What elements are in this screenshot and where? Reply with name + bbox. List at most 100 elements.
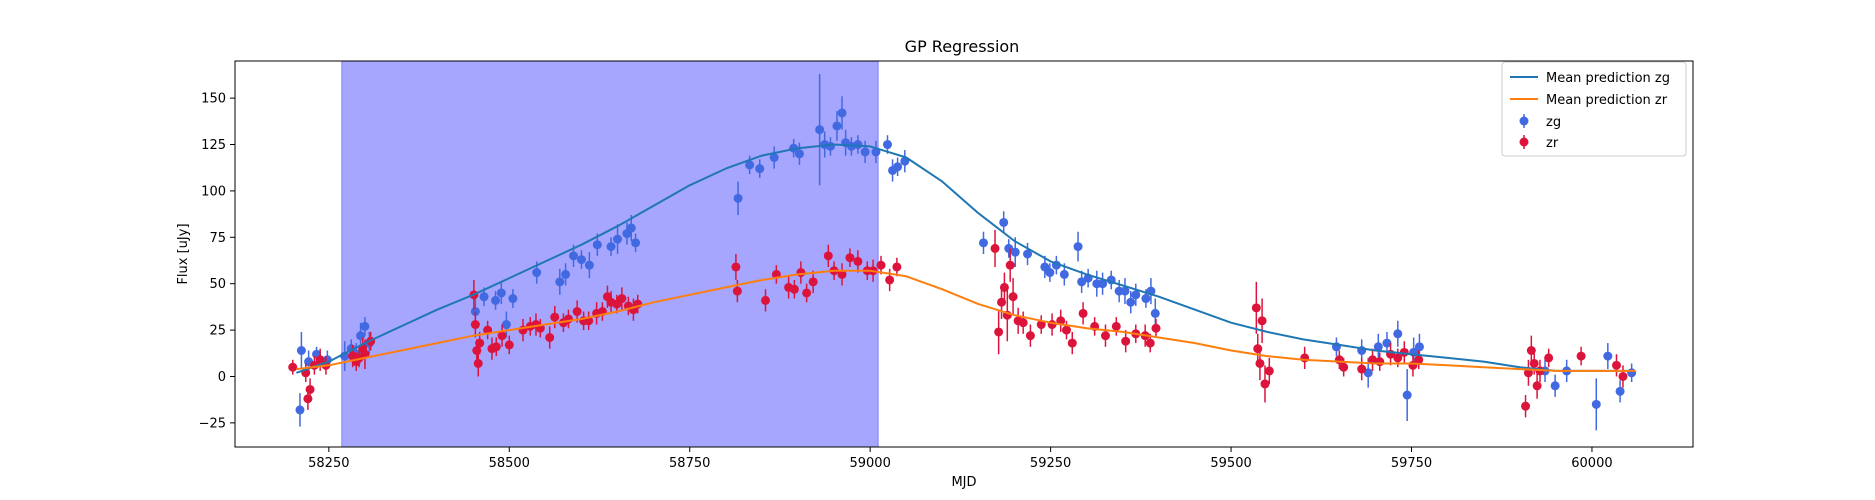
- data-point: [550, 312, 560, 322]
- data-point: [990, 243, 1000, 253]
- data-point: [305, 384, 315, 394]
- data-point: [1611, 360, 1621, 370]
- data-point: [545, 333, 555, 343]
- mean-line-zr: [296, 269, 1636, 372]
- data-point: [1532, 381, 1542, 391]
- data-point: [1045, 268, 1055, 278]
- data-point: [1414, 355, 1424, 365]
- legend-entry-zg-points: zg: [1519, 114, 1561, 130]
- data-point: [576, 255, 586, 265]
- mean-line-zg: [296, 143, 1636, 374]
- x-tick-label: 58750: [669, 456, 710, 471]
- data-point: [497, 331, 507, 341]
- data-point: [479, 292, 489, 302]
- data-point: [1603, 351, 1613, 361]
- legend-entry-zr-points: zr: [1519, 135, 1559, 151]
- data-point: [1618, 371, 1628, 381]
- data-point: [606, 242, 616, 252]
- legend: Mean prediction zg Mean prediction zr zg…: [1501, 61, 1687, 157]
- data-point: [823, 251, 833, 261]
- data-point: [802, 288, 812, 298]
- highlight-region: [341, 60, 879, 448]
- data-point: [1373, 342, 1383, 352]
- data-point: [994, 327, 1004, 337]
- data-point: [876, 260, 886, 270]
- data-point: [837, 108, 847, 118]
- data-point: [882, 140, 892, 150]
- plot-frame: [234, 60, 1694, 448]
- data-point: [569, 251, 579, 261]
- data-point: [491, 295, 501, 305]
- data-point: [491, 342, 501, 352]
- data-point: [626, 223, 636, 233]
- data-point: [853, 140, 863, 150]
- data-point: [1025, 331, 1035, 341]
- data-point: [745, 160, 755, 170]
- data-point: [1061, 325, 1071, 335]
- data-point: [815, 125, 825, 135]
- data-point: [1111, 321, 1121, 331]
- mean-prediction-lines: [296, 143, 1636, 374]
- data-point: [893, 162, 903, 172]
- y-tick-label: 100: [201, 184, 226, 199]
- data-point: [1393, 353, 1403, 363]
- data-point: [1098, 279, 1108, 289]
- data-point: [470, 320, 480, 330]
- y-tick-label: 0: [218, 370, 226, 385]
- data-point: [885, 275, 895, 285]
- data-point: [1151, 323, 1161, 333]
- data-point: [1073, 242, 1083, 252]
- data-point: [1023, 249, 1033, 259]
- legend-marker: [1519, 116, 1529, 126]
- legend-label: Mean prediction zg: [1546, 71, 1670, 86]
- data-point: [1393, 329, 1403, 339]
- data-point: [1627, 368, 1637, 378]
- data-point: [1550, 381, 1560, 391]
- data-point: [1036, 320, 1046, 330]
- data-point: [1382, 338, 1392, 348]
- legend-box: [1501, 61, 1687, 157]
- data-point: [532, 268, 542, 278]
- y-tick-label: 150: [201, 92, 226, 107]
- data-point: [832, 121, 842, 131]
- data-point: [978, 238, 988, 248]
- data-point: [1253, 344, 1263, 354]
- data-point: [631, 238, 641, 248]
- data-point: [613, 234, 623, 244]
- y-axis-label: Flux [uJy]: [176, 223, 191, 284]
- data-point: [733, 193, 743, 203]
- data-point: [315, 355, 325, 365]
- data-point: [789, 284, 799, 294]
- y-tick-label: 75: [209, 231, 226, 246]
- data-point: [1121, 336, 1131, 346]
- data-point: [796, 268, 806, 278]
- data-point: [1251, 303, 1261, 313]
- data-point: [860, 147, 870, 157]
- data-point: [303, 394, 313, 404]
- data-point: [508, 294, 518, 304]
- x-axis-label: MJD: [951, 475, 976, 490]
- data-point: [555, 277, 565, 287]
- data-point: [1141, 294, 1151, 304]
- data-point: [825, 141, 835, 151]
- data-point: [1357, 364, 1367, 374]
- data-point: [1339, 362, 1349, 372]
- data-point: [1078, 308, 1088, 318]
- data-point: [1576, 351, 1586, 361]
- data-point: [1145, 338, 1155, 348]
- data-point: [761, 295, 771, 305]
- data-point: [1264, 366, 1274, 376]
- x-tick-label: 59750: [1391, 456, 1432, 471]
- data-point: [1005, 260, 1015, 270]
- data-point: [1059, 269, 1069, 279]
- x-tick-label: 59000: [849, 456, 890, 471]
- legend-label: zr: [1546, 136, 1559, 151]
- data-point: [1521, 401, 1531, 411]
- data-point: [1126, 297, 1136, 307]
- data-point: [496, 288, 506, 298]
- data-point: [1008, 292, 1018, 302]
- data-point: [1255, 358, 1265, 368]
- data-point: [1067, 338, 1077, 348]
- data-point: [794, 149, 804, 159]
